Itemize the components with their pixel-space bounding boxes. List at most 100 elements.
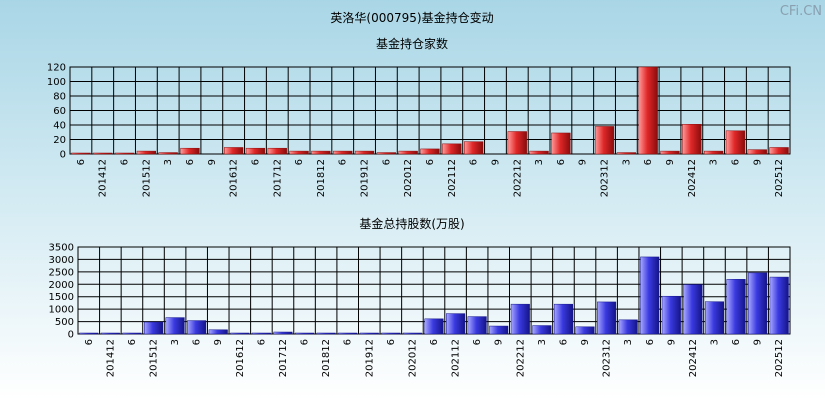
x-tick-label: 9 [578,159,589,165]
bar [726,279,746,335]
x-tick-label: 9 [207,159,218,165]
y-tick-label: 120 [47,63,66,74]
x-tick-label: 202512 [774,159,785,197]
bar [316,332,336,335]
x-tick-label: 201712 [278,339,289,377]
bar [245,147,266,155]
x-tick-label: 201712 [272,159,283,197]
x-tick-label: 201912 [360,159,371,197]
bar [143,321,164,335]
x-tick-label: 202012 [407,339,418,377]
x-tick-label: 201912 [364,339,375,377]
x-tick-label: 201512 [149,339,160,377]
bar [467,316,487,335]
bar [180,147,200,155]
x-tick-label: 201512 [141,159,152,197]
x-tick-label: 6 [294,159,305,165]
bar [165,317,185,335]
bar [638,66,658,155]
bar [640,256,660,335]
y-tick-label: 20 [53,135,66,146]
x-tick-label: 6 [250,159,261,165]
x-tick-label: 6 [300,339,311,345]
x-tick-label: 3 [623,339,634,345]
page-title: 英洛华(000795)基金持仓变动 [330,10,493,25]
x-tick-label: 6 [185,159,196,165]
x-tick-label: 3 [709,159,720,165]
x-tick-label: 202212 [515,339,526,377]
bar [79,332,99,335]
bar [661,295,681,335]
bar [618,319,638,335]
x-tick-label: 6 [120,159,131,165]
watermark: CFi.CN [780,4,822,19]
bar [551,132,571,155]
y-tick-label: 2500 [49,267,74,278]
x-tick-label: 3 [709,339,720,345]
x-tick-label: 3 [170,339,181,345]
x-tick-label: 6 [472,339,483,345]
bar [442,143,462,155]
bar [114,152,135,155]
x-tick-label: 3 [163,159,174,165]
bar [122,332,142,335]
x-tick-label: 9 [213,339,224,345]
x-tick-label: 6 [469,159,480,165]
bar [289,150,309,155]
x-tick-label: 6 [76,159,87,165]
bar [420,148,440,155]
bar [704,301,725,335]
bar [273,331,293,335]
bar [747,149,767,155]
x-tick-label: 3 [534,159,545,165]
x-tick-label: 6 [730,159,741,165]
x-tick-label: 6 [386,339,397,345]
x-tick-label: 9 [665,159,676,165]
bar [682,124,702,155]
chart-1-title: 基金持仓家数 [376,36,448,51]
y-tick-label: 0 [68,330,74,341]
y-tick-label: 3000 [49,255,74,266]
bar [616,152,636,155]
bar [660,150,680,155]
bar [381,332,401,335]
y-tick-label: 60 [53,106,66,117]
bar [748,272,768,335]
y-tick-label: 100 [47,77,66,88]
bar [333,150,353,155]
x-tick-label: 9 [494,339,505,345]
x-tick-label: 202412 [688,339,699,377]
x-tick-label: 202312 [602,339,613,377]
x-tick-label: 6 [425,159,436,165]
x-tick-label: 6 [556,159,567,165]
x-tick-label: 9 [752,159,763,165]
bar [295,332,315,335]
x-tick-label: 201612 [235,339,246,377]
x-tick-label: 202412 [687,159,698,197]
x-tick-label: 9 [753,339,764,345]
y-tick-label: 500 [55,317,74,328]
y-tick-label: 2000 [49,280,74,291]
x-tick-label: 9 [490,159,501,165]
x-tick-label: 6 [338,159,349,165]
bar [311,150,331,155]
bar [136,150,156,155]
x-tick-label: 201812 [321,339,332,377]
x-tick-label: 9 [666,339,677,345]
bar [251,332,271,335]
x-tick-label: 202112 [447,159,458,197]
x-tick-label: 202212 [512,159,523,197]
x-tick-label: 3 [621,159,632,165]
bar [424,318,444,335]
bar [267,147,287,155]
bar [594,126,615,155]
x-tick-label: 201612 [229,159,240,197]
bar [158,152,178,155]
x-tick-label: 6 [731,339,742,345]
x-tick-label: 6 [192,339,203,345]
holding-count-plot: 0 20 40 60 80 100 120 6 201412 6 201512 3 6 9 201612 6 2… [47,63,791,197]
x-tick-label: 6 [84,339,95,345]
bar [338,332,358,335]
bar [230,332,250,335]
